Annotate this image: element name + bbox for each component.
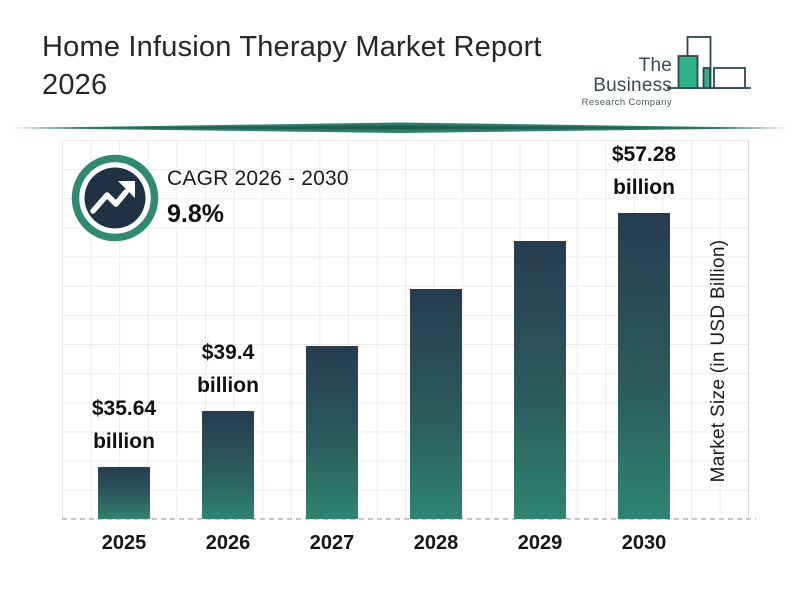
bar-value-amount: $35.64 <box>91 397 157 420</box>
bar-2028 <box>410 289 462 519</box>
bar-slot-2030: $57.28 billion 2030 <box>612 140 676 554</box>
bar-2029 <box>514 241 566 519</box>
bar-slot-2028: 2028 <box>410 140 462 554</box>
x-tick-label-2030: 2030 <box>621 532 667 554</box>
cagr-value: 9.8% <box>167 200 224 228</box>
bar-value-amount: $57.28 <box>611 143 677 166</box>
x-tick-label-2027: 2027 <box>309 532 355 554</box>
x-axis-baseline <box>62 518 756 520</box>
bar-slot-2026: $39.4 billion 2026 <box>197 140 259 554</box>
logo-company-name: The Business <box>593 55 672 96</box>
bar-2030 <box>618 213 670 519</box>
x-tick-label-2025: 2025 <box>101 532 147 554</box>
x-tick-label-2026: 2026 <box>205 532 251 554</box>
bar-2027 <box>306 346 358 519</box>
logo-skyline-icon <box>667 36 751 89</box>
bars-row: $35.64 billion 2025 $39.4 billion 2026 2027 202… <box>92 140 676 554</box>
bar-value-label-2030: $57.28 billion <box>569 138 719 204</box>
bar-value-label-2025: $35.64 billion <box>49 392 199 458</box>
bar-value-unit: billion <box>197 374 259 397</box>
bar-slot-2027: 2027 <box>306 140 358 554</box>
bar-slot-2029: 2029 <box>514 140 566 554</box>
x-tick-label-2029: 2029 <box>517 532 563 554</box>
bar-value-label-2026: $39.4 billion <box>153 336 303 402</box>
page-title: Home Infusion Therapy Market Report 2026 <box>42 28 572 104</box>
page-title-line1: Home Infusion Therapy Market Report <box>42 31 542 63</box>
bar-2026 <box>202 411 254 519</box>
divider-rule <box>12 122 788 133</box>
logo-text: The Business Research Company <box>562 55 672 109</box>
company-logo: The Business Research Company <box>562 30 790 118</box>
bar-value-unit: billion <box>93 430 155 453</box>
bar-2025 <box>98 467 150 519</box>
logo-company-subtitle: Research Company <box>581 97 672 108</box>
x-tick-label-2028: 2028 <box>413 532 459 554</box>
page-title-line2: 2026 <box>42 69 108 101</box>
bar-value-unit: billion <box>613 176 675 199</box>
y-axis-label: Market Size (in USD Billion) <box>708 239 729 483</box>
bar-slot-2025: $35.64 billion 2025 <box>92 140 156 554</box>
cagr-label: CAGR 2026 - 2030 <box>167 167 349 190</box>
trending-up-icon <box>71 154 159 242</box>
bar-value-amount: $39.4 <box>201 341 255 364</box>
